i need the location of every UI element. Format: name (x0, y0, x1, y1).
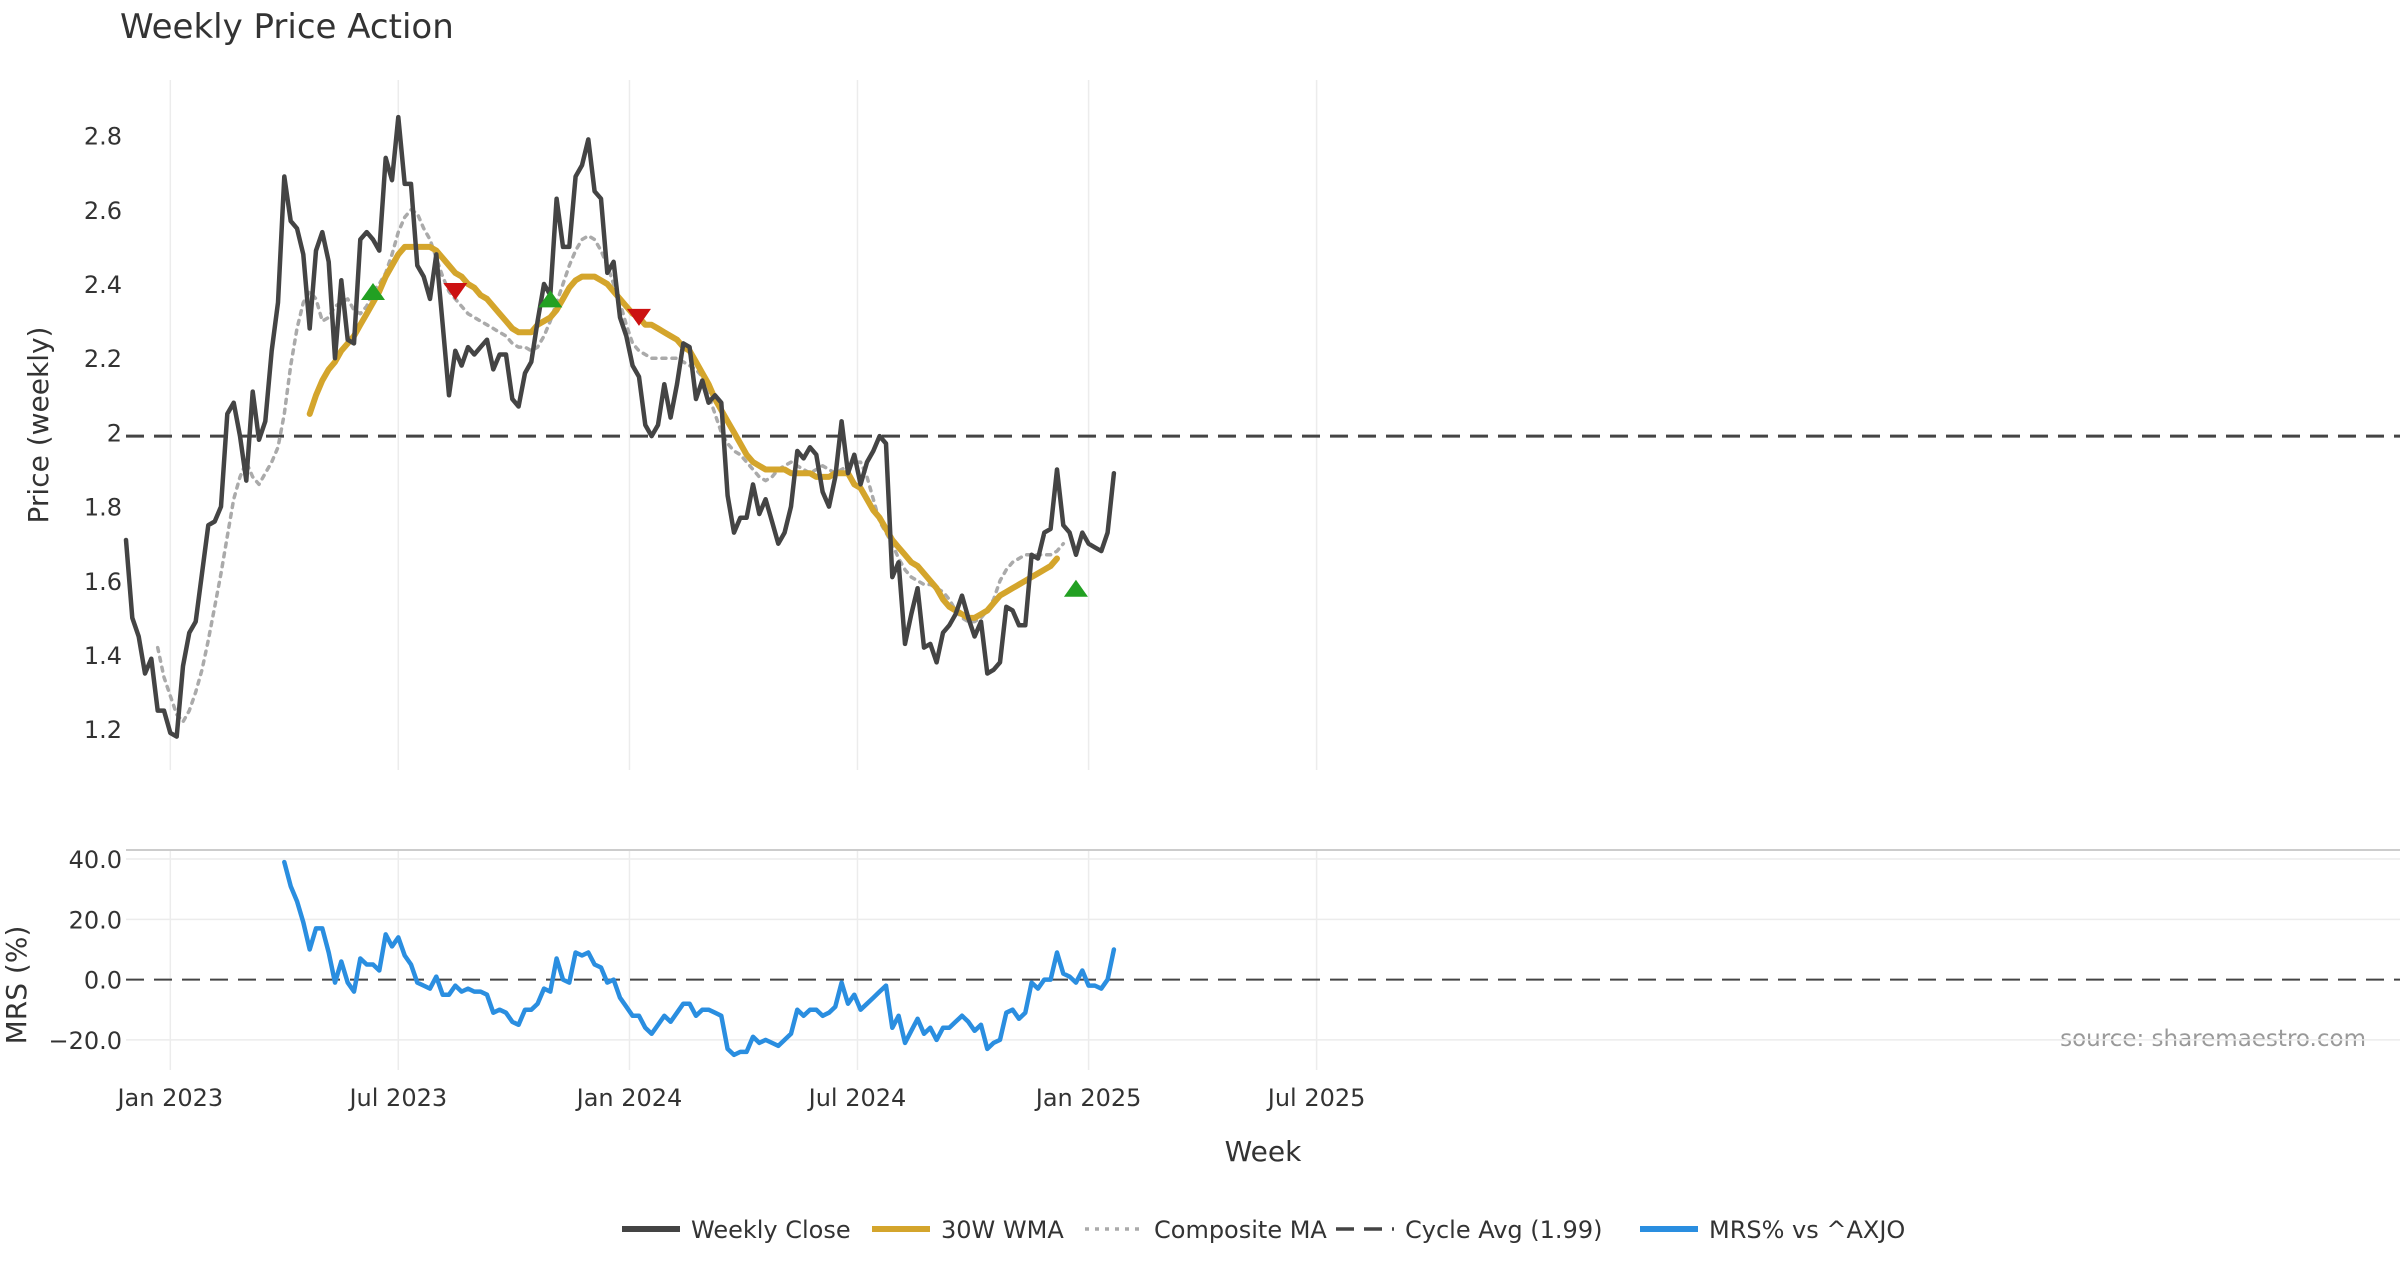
price-y-axis-label: Price (weekly) (22, 327, 55, 524)
mrs-line (282, 859, 1117, 1058)
x-axis-label: Week (1225, 1135, 1302, 1168)
mrs-y-axis-label: MRS (%) (0, 926, 33, 1045)
sell-signal-marker (443, 282, 468, 300)
legend-label: Composite MA (1154, 1216, 1327, 1244)
price-y-tick-label: 1.4 (84, 642, 122, 670)
x-tick-label: Jul 2025 (1266, 1084, 1366, 1112)
price-y-tick-label: 2.2 (84, 345, 122, 373)
legend-label: MRS% vs ^AXJO (1709, 1216, 1905, 1244)
mrs-y-tick-label: 20.0 (69, 906, 122, 934)
price-y-tick-label: 2.8 (84, 123, 122, 151)
mrs-y-tick-label: −20.0 (48, 1027, 122, 1055)
x-tick-label: Jul 2023 (347, 1084, 447, 1112)
mrs-y-tick-label: 0.0 (84, 967, 122, 995)
wma-30w-line (306, 243, 1060, 621)
price-y-tick-label: 2 (107, 419, 122, 447)
x-tick-label: Jan 2023 (115, 1084, 223, 1112)
legend-label: Cycle Avg (1.99) (1405, 1216, 1602, 1244)
mrs-y-tick-label: 40.0 (69, 846, 122, 874)
price-y-tick-label: 1.8 (84, 494, 122, 522)
price-y-tick-label: 2.6 (84, 197, 122, 225)
legend-label: 30W WMA (941, 1216, 1064, 1244)
price-y-tick-label: 1.2 (84, 716, 122, 744)
sell-signal-marker (626, 308, 651, 326)
price-y-tick-label: 1.6 (84, 568, 122, 596)
buy-signal-marker (538, 290, 563, 308)
price-y-tick-label: 2.4 (84, 271, 122, 299)
legend-label: Weekly Close (691, 1216, 851, 1244)
source-note: source: sharemaestro.com (2060, 1026, 2366, 1052)
x-tick-label: Jan 2025 (1034, 1084, 1142, 1112)
x-tick-label: Jul 2024 (807, 1084, 907, 1112)
buy-signal-marker (1063, 579, 1088, 597)
weekly-close-line (123, 114, 1117, 739)
buy-signal-marker (360, 282, 385, 300)
chart-title: Weekly Price Action (120, 7, 454, 47)
x-tick-label: Jan 2024 (575, 1084, 683, 1112)
